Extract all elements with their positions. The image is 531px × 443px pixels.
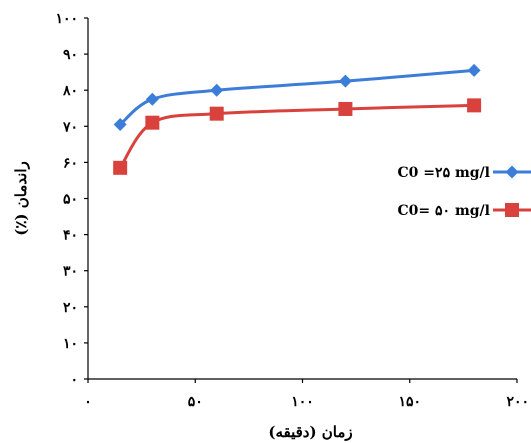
y-tick-label: ۶٠ (63, 155, 78, 171)
legend-label: C0= ۵٠ mg/l (398, 203, 490, 219)
x-tick-label: ٠ (84, 394, 92, 410)
legend-swatch-marker (505, 203, 519, 217)
y-tick-label: ١٠ (63, 336, 78, 352)
data-point (338, 101, 353, 116)
y-tick-label: ٨٠ (62, 83, 78, 99)
y-tick-label: ۵٠ (63, 192, 78, 208)
data-point (113, 160, 128, 175)
y-tick-label: ١٠٠ (55, 11, 78, 27)
y-tick-label: ٣٠ (63, 264, 78, 280)
series-line (119, 68, 475, 126)
series-line (118, 103, 475, 169)
y-tick-label: ٩٠ (63, 47, 78, 63)
y-tick-label: ٠ (70, 372, 78, 388)
legend-entry-2: C0= ۵٠ mg/l (398, 203, 531, 219)
series-2 (113, 98, 482, 175)
series-1 (113, 63, 481, 131)
series-layer (113, 63, 482, 175)
y-tick-label: ٧٠ (62, 119, 78, 135)
x-axis-label: زمان (دقیقه) (268, 423, 352, 441)
y-tick-label: ٢٠ (63, 300, 78, 316)
axis-ticks: ٠ ١٠ ٢٠ ٣٠ ۴٠ ۵٠ ۶٠ ٧٠ ٨٠ ٩٠ ١٠٠ ٠ ۵٠ ١٠٠ ١۵٠ ٢٠٠ (55, 11, 529, 410)
data-point (209, 106, 224, 121)
y-tick-label: ۴٠ (63, 228, 78, 244)
data-point (467, 98, 482, 113)
x-tick-label: ۵٠ (188, 394, 203, 410)
y-axis-label: راندمان (٪) (12, 161, 30, 236)
x-tick-label: ١۵٠ (398, 394, 421, 410)
data-point (467, 63, 481, 77)
data-point (113, 117, 127, 131)
x-tick-label: ١٠٠ (291, 394, 314, 410)
legend: C0 =٢۵ mg/l C0= ۵٠ mg/l (398, 165, 531, 219)
legend-swatch-marker (505, 165, 519, 179)
data-point (145, 92, 159, 106)
data-point (145, 115, 160, 130)
data-point (210, 83, 224, 97)
legend-entry-1: C0 =٢۵ mg/l (398, 165, 531, 181)
x-tick-label: ٢٠٠ (506, 394, 529, 410)
data-point (338, 74, 352, 88)
legend-label: C0 =٢۵ mg/l (398, 165, 490, 181)
